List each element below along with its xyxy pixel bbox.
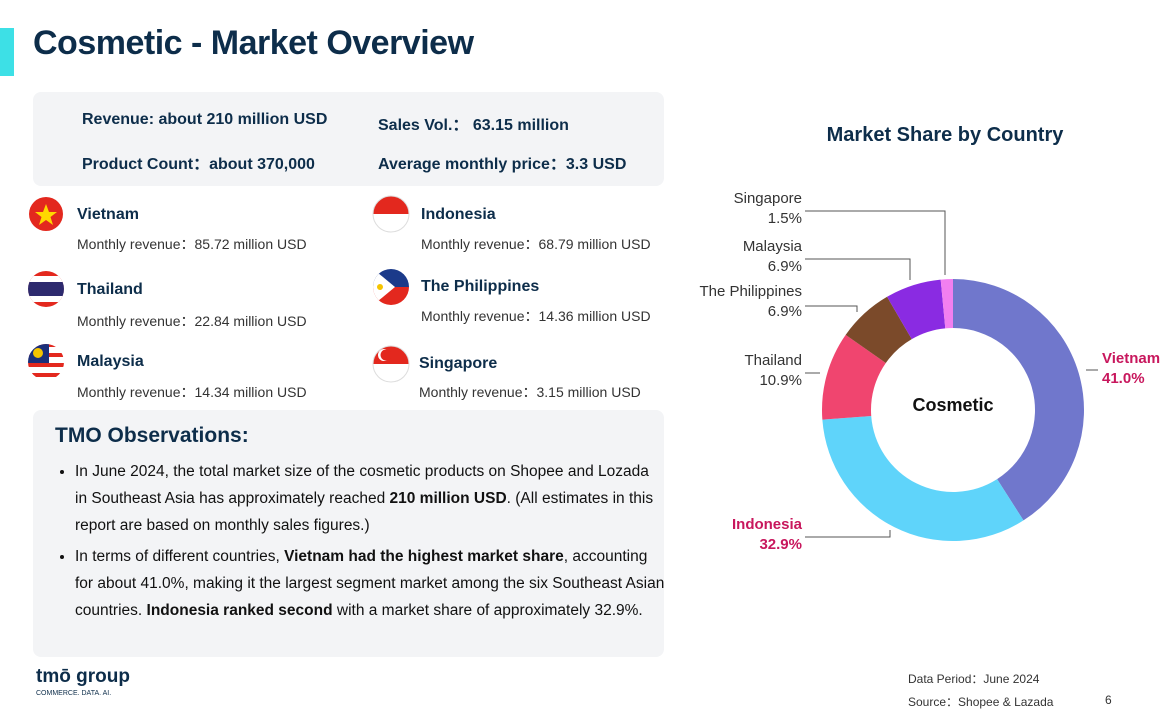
country-revenue: Monthly revenue：14.36 million USD <box>421 308 651 324</box>
slice-category: Malaysia <box>743 238 803 255</box>
country-revenue: Monthly revenue：68.79 million USD <box>421 236 651 252</box>
country-name: The Philippines <box>421 278 540 295</box>
slice-category: Indonesia <box>732 516 803 533</box>
flags <box>28 195 410 383</box>
country-name: Indonesia <box>421 206 496 223</box>
logo-tagline: COMMERCE. DATA. AI. <box>36 690 112 697</box>
observation-text: , accounting for about 41.0%, making it … <box>75 548 665 619</box>
country-revenue: Monthly revenue：3.15 million USD <box>419 384 641 400</box>
flag-philippines <box>373 269 409 305</box>
observation-text: 210 million USD <box>389 490 507 507</box>
donut-slice <box>822 416 1024 541</box>
slice-value: 32.9% <box>759 536 802 553</box>
source: Source：Shopee & Lazada <box>908 695 1054 709</box>
summary-box <box>33 92 664 186</box>
slice-value: 1.5% <box>768 210 802 227</box>
center-label: Cosmetic <box>912 395 993 415</box>
country-revenue: Monthly revenue：22.84 million USD <box>77 313 307 329</box>
observation: In terms of different countries, Vietnam… <box>75 543 665 624</box>
flag-vietnam <box>29 197 63 231</box>
observation-text: In terms of different countries, <box>75 548 285 565</box>
chart-title: Market Share by Country <box>827 124 1065 146</box>
stat: Revenue: about 210 million USD <box>82 111 328 128</box>
leader-line <box>805 530 891 538</box>
leader-line <box>805 258 911 280</box>
slice-category: Thailand <box>744 352 802 369</box>
data-period: Data Period：June 2024 <box>908 672 1040 686</box>
slice-value: 41.0% <box>1102 370 1145 387</box>
donut-slice <box>940 279 953 329</box>
observation-list: In June 2024, the total market size of t… <box>55 458 665 628</box>
page-title: Cosmetic - Market Overview <box>33 24 474 62</box>
observations-box <box>33 410 664 657</box>
donut-slice <box>953 279 1084 521</box>
leader-line <box>805 210 946 275</box>
leader-line <box>805 305 858 312</box>
stat: Sales Vol.： 63.15 million <box>378 117 569 134</box>
country-name: Vietnam <box>77 206 139 223</box>
slice-category: The Philippines <box>699 283 802 300</box>
slice-value: 6.9% <box>768 258 802 275</box>
observation-text: . (All estimates in this report are base… <box>75 490 654 534</box>
country-revenue: Monthly revenue：14.34 million USD <box>77 384 307 400</box>
observations-title: TMO Observations: <box>55 424 249 447</box>
country-revenue: Monthly revenue：85.72 million USD <box>77 236 307 252</box>
country-name: Thailand <box>77 281 143 298</box>
flag-singapore <box>372 345 410 383</box>
logo: tmō group <box>36 666 130 687</box>
slice-category: Singapore <box>734 190 802 207</box>
slice-value: 6.9% <box>768 303 802 320</box>
observation: In June 2024, the total market size of t… <box>75 458 665 539</box>
page-number: 6 <box>1105 693 1112 707</box>
donut-slice <box>822 334 886 420</box>
observation-text: Vietnam had the highest market share <box>284 548 564 565</box>
country-name: Malaysia <box>77 353 144 370</box>
country-name: Singapore <box>419 355 498 372</box>
flag-indonesia <box>372 195 410 233</box>
slice-category: Vietnam <box>1102 350 1160 367</box>
donut-slice <box>887 279 946 340</box>
accent-bar <box>0 28 14 76</box>
slice-value: 10.9% <box>759 372 802 389</box>
flag-thailand <box>28 271 64 307</box>
stat: Average monthly price：3.3 USD <box>378 156 627 173</box>
donut-slice <box>845 296 912 363</box>
observation-text: Indonesia ranked second <box>146 602 333 619</box>
observation-text: with a market share of approximately 32.… <box>332 602 643 619</box>
flag-malaysia <box>28 344 64 380</box>
stat: Product Count：about 370,000 <box>82 156 315 173</box>
chart: Market Share by Country Cosmetic Vietnam… <box>699 124 1160 553</box>
observation-text: In June 2024, the total market size of t… <box>75 463 649 507</box>
